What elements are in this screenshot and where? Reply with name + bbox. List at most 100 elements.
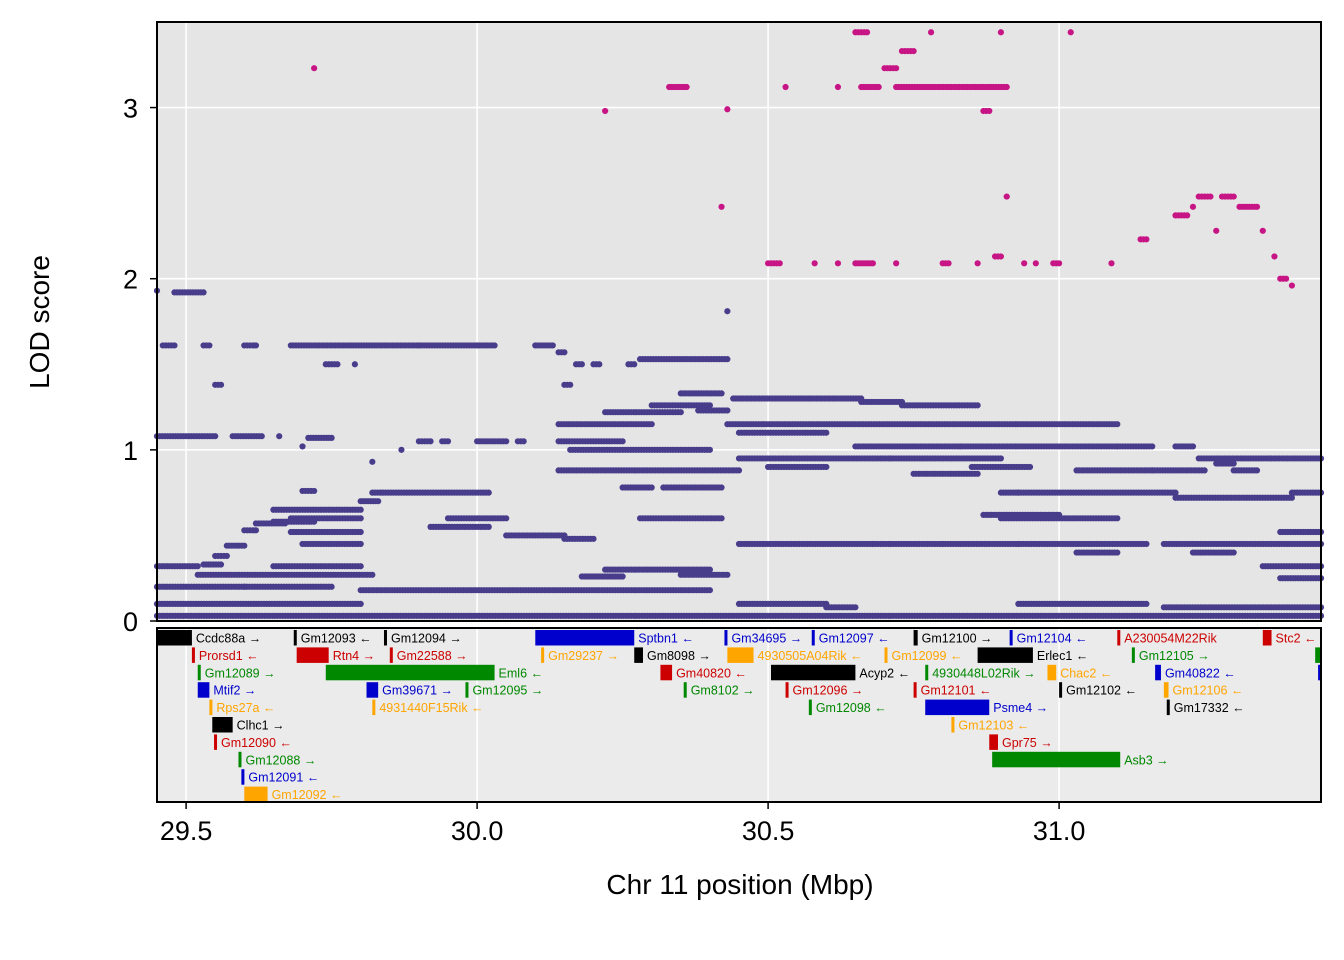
gene-label: 4930448L02Rik → [932, 666, 1036, 680]
data-point [863, 29, 871, 36]
data-point [1189, 203, 1197, 210]
gene-label: Gm12098 ← [816, 701, 887, 715]
data-point [997, 253, 1005, 260]
data-point [212, 433, 219, 440]
data-point [217, 561, 225, 568]
data-point [357, 563, 364, 570]
data-point [927, 29, 935, 36]
gene-label: Asb3 → [1124, 753, 1168, 767]
gene-label: Gm8102 → [691, 684, 755, 698]
gene-bar [157, 630, 192, 646]
data-point [1149, 443, 1156, 450]
gene-bar [992, 751, 1121, 768]
data-point [171, 342, 178, 349]
gene-label: Gm12103 ← [958, 719, 1029, 733]
data-point [648, 484, 655, 491]
gene-label: Ccdc88a → [196, 632, 261, 646]
gene-bar [1047, 664, 1057, 681]
data-point [567, 381, 574, 388]
gene-bar [785, 682, 789, 698]
x-tick-label: 30.5 [742, 816, 795, 846]
data-point [357, 540, 364, 548]
data-point [706, 566, 714, 573]
data-point [369, 571, 376, 578]
data-point [1021, 260, 1028, 267]
gene-label: Clhc1 → [237, 719, 285, 733]
gene-label: Gm34695 → [731, 632, 802, 646]
data-point [1201, 467, 1208, 474]
gene-label: Gm40820 ← [676, 666, 747, 680]
gene-bar [925, 699, 990, 716]
data-point [986, 107, 993, 115]
data-point [578, 361, 585, 368]
gene-label: 4931440F15Rik ← [379, 701, 483, 715]
gene-bar [197, 682, 210, 698]
gene-label: Gpr75 → [1002, 736, 1053, 750]
gene-label: A230054M22Rik [1124, 632, 1217, 646]
gene-label: Gm12096 → [793, 684, 864, 698]
gene-bar [771, 664, 856, 681]
plot-border [156, 21, 1322, 622]
data-point [258, 433, 265, 440]
gene-bar [214, 734, 218, 750]
data-point [1230, 460, 1237, 467]
data-point [398, 446, 405, 453]
gene-bar [1166, 699, 1170, 716]
data-point [875, 83, 882, 91]
data-point [1143, 236, 1150, 243]
y-axis-title: LOD score [24, 255, 55, 389]
gene-bar [913, 630, 918, 646]
gene-bar [808, 699, 812, 716]
data-point [1114, 549, 1121, 556]
gene-label: Acyp2 ← [859, 666, 910, 680]
data-point [357, 528, 364, 536]
gene-bar [1315, 647, 1321, 663]
gene-bar [372, 699, 376, 716]
data-point [252, 342, 260, 349]
data-point [334, 361, 341, 368]
data-point [369, 458, 376, 465]
data-point [718, 203, 725, 210]
gene-label: Gm12091 ← [248, 771, 319, 785]
y-tick-label: 2 [123, 265, 138, 295]
gene-bar [683, 682, 687, 698]
data-point [782, 83, 789, 91]
gene-bar [535, 630, 635, 646]
data-point [997, 29, 1005, 36]
data-point [648, 421, 655, 428]
data-point [328, 583, 335, 590]
gene-bar [366, 682, 379, 698]
x-tick-label: 30.0 [451, 816, 504, 846]
data-point [549, 342, 556, 349]
data-point [724, 106, 731, 113]
x-tick-label: 29.5 [160, 816, 213, 846]
gene-bar [1117, 630, 1121, 646]
data-point [223, 552, 230, 560]
data-point [602, 107, 609, 115]
gene-bar [634, 647, 643, 663]
data-point [823, 429, 830, 436]
data-point [1189, 443, 1197, 450]
gene-label: Gm12088 → [245, 753, 316, 767]
data-point [718, 484, 725, 491]
data-point [1259, 227, 1266, 234]
gene-bar [989, 734, 998, 750]
gene-label: Gm40822 ← [1165, 666, 1236, 680]
data-point [311, 487, 318, 495]
data-point [852, 604, 859, 611]
gene-bar [541, 647, 545, 663]
data-point [596, 361, 603, 368]
data-point [206, 342, 213, 349]
gene-label: Sptbn1 ← [638, 632, 694, 646]
gene-bar [212, 717, 233, 733]
gene-bar [1131, 647, 1135, 663]
data-point [217, 381, 225, 388]
data-point [1184, 212, 1191, 219]
gene-bar [951, 717, 955, 733]
data-point [281, 520, 289, 527]
data-point [1282, 275, 1290, 282]
gene-label: Gm12106 ← [1173, 684, 1244, 698]
data-point [910, 47, 917, 55]
data-point [1143, 600, 1150, 607]
data-point [561, 349, 568, 356]
